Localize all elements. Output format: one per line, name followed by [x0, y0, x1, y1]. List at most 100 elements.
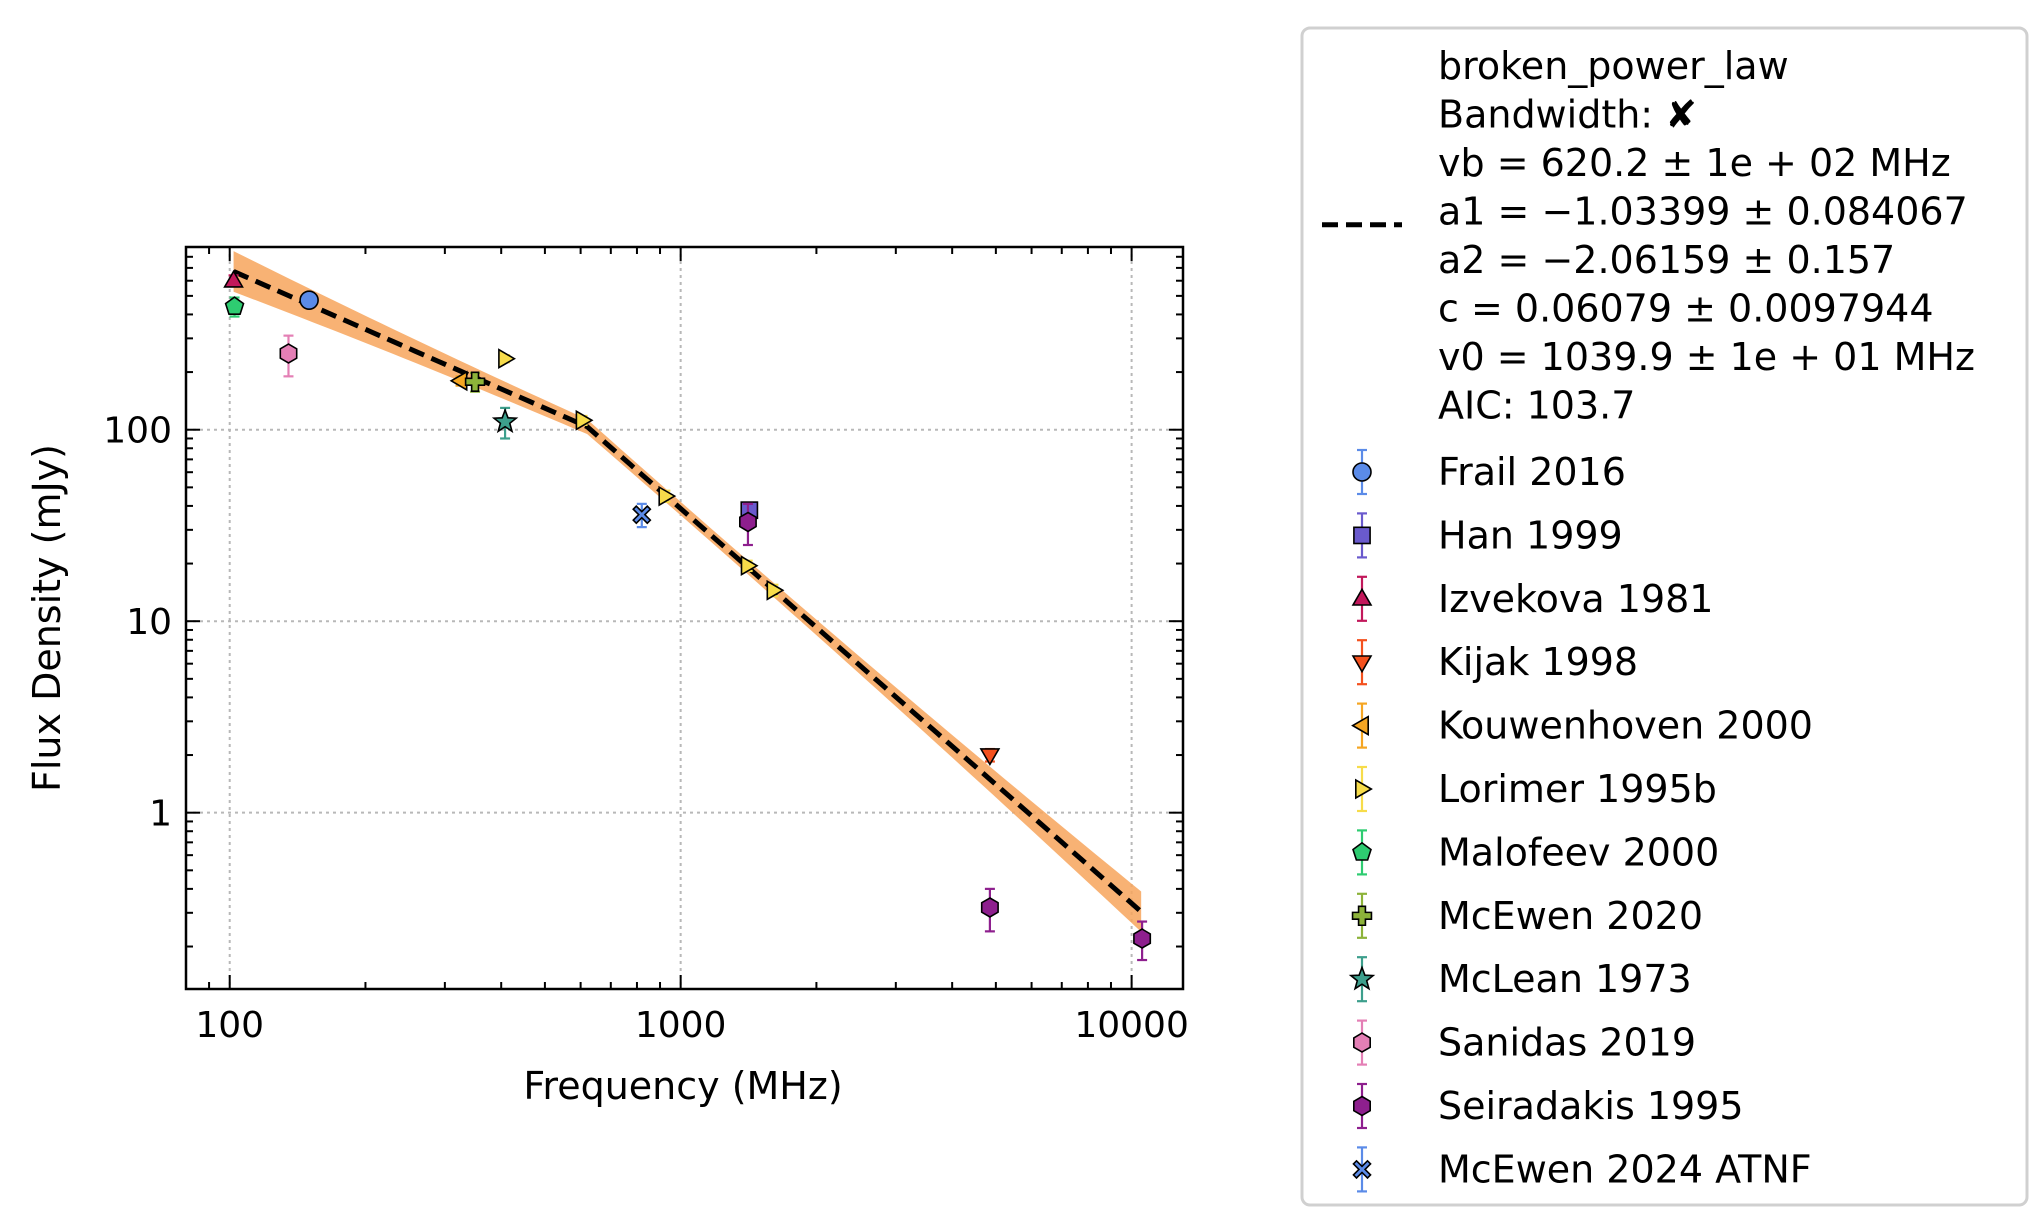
- legend-marker: [1353, 1032, 1371, 1053]
- legend-marker: [1348, 965, 1376, 991]
- data-point: [738, 511, 757, 533]
- data-point-shape: [738, 511, 757, 533]
- legend-marker-shape: [1351, 587, 1373, 606]
- x-tick-label: 10000: [1074, 1005, 1189, 1046]
- legend-marker: [1353, 1095, 1371, 1117]
- legend-marker: [1351, 587, 1373, 606]
- legend-marker: [1352, 841, 1372, 861]
- legend-marker-shape: [1353, 1032, 1371, 1053]
- legend-series-entries: Frail 2016 Han 1999 Izvekova 1981 Kijak 199…: [1348, 448, 1813, 1193]
- data-point: [464, 371, 486, 393]
- legend-marker: [1352, 462, 1372, 482]
- legend-item: Kouwenhoven 2000: [1351, 702, 1813, 749]
- legend-label: McEwen 2024 ATNF: [1438, 1147, 1812, 1191]
- fit-band-area: [233, 251, 1142, 932]
- data-point-shape: [279, 343, 298, 364]
- data-point-shape: [766, 579, 785, 601]
- data-point-shape: [498, 348, 516, 369]
- legend-fit-text: AIC: 103.7: [1438, 384, 1635, 428]
- data-point-shape: [740, 555, 759, 576]
- fit-uncertainty-band: [233, 251, 1142, 932]
- data-point: [575, 409, 594, 431]
- legend-fit-text: c = 0.06079 ± 0.0097944: [1438, 287, 1934, 331]
- legend-marker-shape: [1353, 526, 1371, 545]
- legend-label: McLean 1973: [1438, 957, 1692, 1001]
- legend-marker: [1353, 526, 1371, 545]
- legend-fit-text: Bandwidth: ✘: [1438, 93, 1697, 137]
- data-point: [1133, 928, 1152, 949]
- legend-label: Sanidas 2019: [1438, 1021, 1696, 1065]
- fit-line: [232, 269, 1143, 914]
- legend-marker-shape: [1353, 1095, 1371, 1117]
- y-axis-label: Flux Density (mJy): [25, 444, 69, 792]
- data-point: [980, 897, 999, 918]
- legend-item: McLean 1973: [1348, 956, 1692, 1003]
- legend-marker-shape: [1352, 462, 1372, 482]
- y-tick-label: 10: [126, 602, 172, 643]
- legend-fit-text: a2 = −2.06159 ± 0.157: [1438, 238, 1895, 282]
- data-point-shape: [223, 269, 244, 288]
- legend-marker: [1351, 655, 1373, 674]
- legend-fit-text: broken_power_law: [1438, 44, 1789, 88]
- data-point-shape: [224, 296, 245, 316]
- x-tick-label: 100: [195, 1005, 264, 1046]
- legend-fit-text: v0 = 1039.9 ± 1e + 01 MHz: [1438, 335, 1975, 379]
- legend-marker-shape: [1355, 778, 1373, 800]
- data-point-shape: [632, 504, 652, 525]
- legend-fit-text: vb = 620.2 ± 1e + 02 MHz: [1438, 141, 1951, 185]
- legend-item: Sanidas 2019: [1353, 1019, 1696, 1066]
- legend-item: Izvekova 1981: [1351, 575, 1713, 622]
- x-tick-label: 1000: [635, 1005, 727, 1046]
- y-tick-label: 1: [149, 794, 172, 835]
- legend-marker-shape: [1352, 841, 1372, 861]
- data-point-shape: [1133, 928, 1152, 949]
- legend-label: Izvekova 1981: [1438, 577, 1713, 621]
- legend-marker-shape: [1351, 905, 1373, 927]
- legend-marker: [1355, 778, 1373, 800]
- legend-label: McEwen 2020: [1438, 894, 1703, 938]
- data-point-shape: [575, 409, 594, 431]
- legend-marker-shape: [1351, 655, 1373, 674]
- data-point: [491, 407, 519, 434]
- legend-item: Kijak 1998: [1351, 639, 1638, 686]
- fit-line-path: [232, 269, 1143, 914]
- data-point: [279, 343, 298, 364]
- legend-item: Lorimer 1995b: [1355, 765, 1717, 813]
- axes: [184, 245, 1185, 991]
- y-tick-label: 100: [103, 411, 172, 452]
- data-point: [766, 579, 785, 601]
- legend: broken_power_law Bandwidth: ✘vb = 620.2 ±…: [1300, 26, 2029, 1207]
- x-axis-label: Frequency (MHz): [523, 1064, 842, 1108]
- legend-label: Seiradakis 1995: [1438, 1084, 1744, 1128]
- data-point-shape: [299, 290, 319, 310]
- plot-frame: [184, 245, 1185, 991]
- data-point: [632, 504, 652, 525]
- data-point-shape: [980, 897, 999, 918]
- legend-item: Malofeev 2000: [1352, 829, 1719, 876]
- data-point: [299, 290, 319, 310]
- data-point: [498, 348, 516, 369]
- legend-label: Frail 2016: [1438, 450, 1626, 494]
- legend-marker: [1351, 715, 1369, 736]
- legend-item: McEwen 2024 ATNF: [1352, 1146, 1812, 1193]
- legend-fit-text: a1 = −1.03399 ± 0.084067: [1438, 190, 1968, 234]
- data-point-shape: [464, 371, 486, 393]
- legend-item: McEwen 2020: [1351, 892, 1703, 939]
- data-point-shape: [491, 407, 519, 434]
- legend-marker-shape: [1348, 965, 1376, 991]
- data-point: [979, 748, 1001, 766]
- grid: [186, 247, 1183, 989]
- legend-fit-entry: broken_power_law Bandwidth: ✘vb = 620.2 ±…: [1322, 44, 1975, 428]
- legend-item: Han 1999: [1353, 512, 1623, 559]
- legend-label: Malofeev 2000: [1438, 830, 1719, 874]
- data-point: [224, 296, 245, 316]
- data-point-shape: [658, 485, 677, 507]
- data-points: [223, 269, 1152, 962]
- tick-labels: 100 1000 10000 1 10 100: [103, 411, 1189, 1046]
- legend-label: Kijak 1998: [1438, 640, 1638, 684]
- legend-marker-shape: [1352, 1159, 1372, 1180]
- legend-marker-shape: [1351, 715, 1369, 736]
- data-point: [223, 269, 244, 288]
- data-point-shape: [979, 748, 1001, 766]
